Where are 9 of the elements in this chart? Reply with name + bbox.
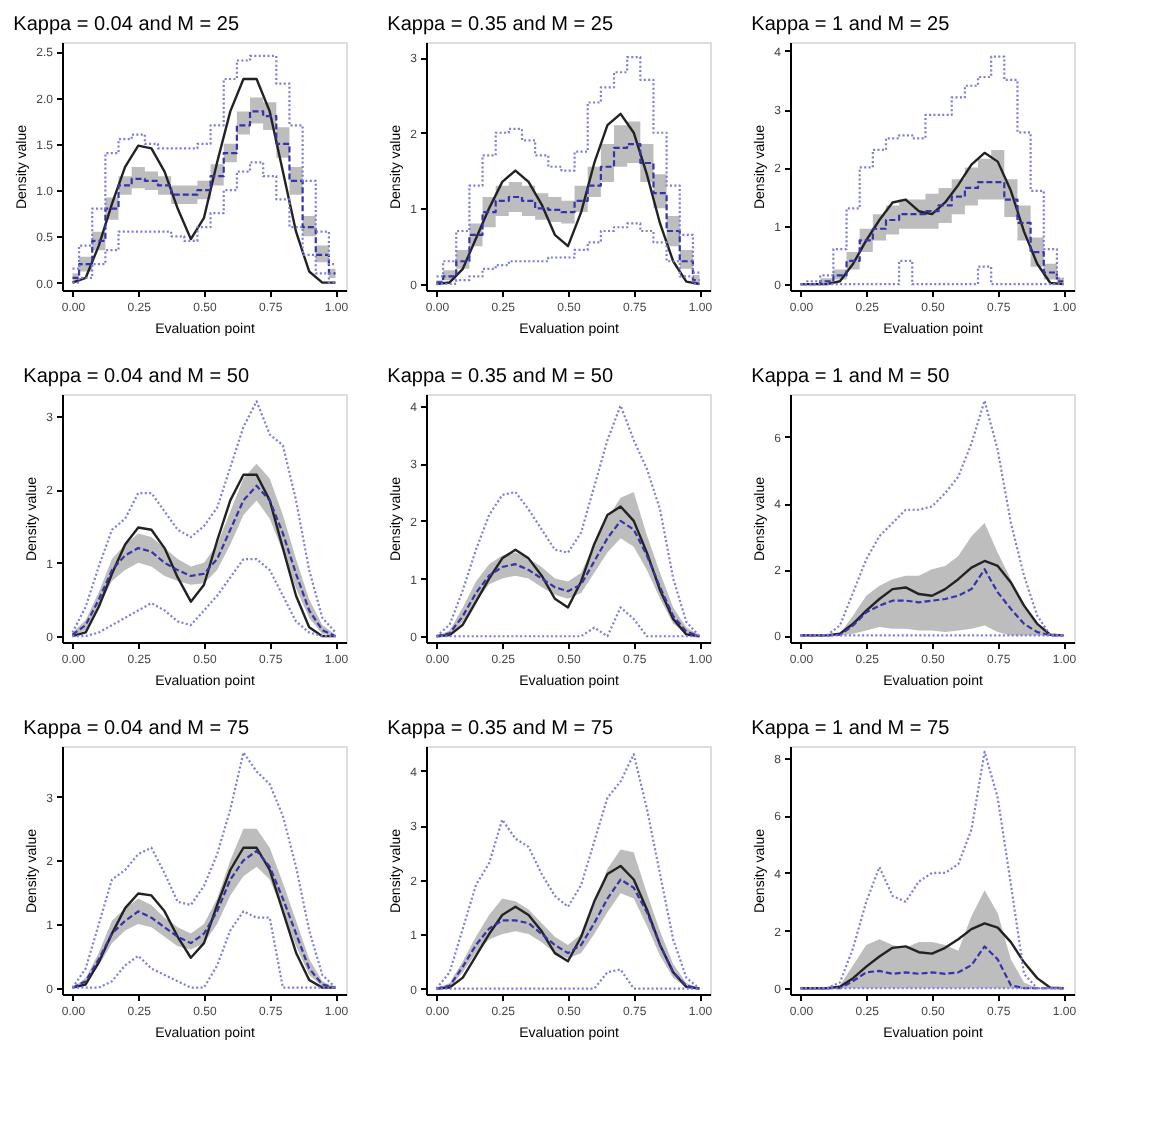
chart-title: Kappa = 0.04 and M = 25 [13,14,240,36]
chart-title: Kappa = 0.35 and M = 25 [387,14,614,36]
chart-title: Kappa = 0.35 and M = 75 [387,718,614,740]
chart-title: Kappa = 1 and M = 75 [751,718,951,740]
chart-title: Kappa = 0.35 and M = 50 [387,366,614,388]
chart-title: Kappa = 0.04 and M = 50 [23,366,250,388]
chart-title: Kappa = 1 and M = 25 [751,14,951,36]
chart-title: Kappa = 1 and M = 50 [751,366,951,388]
chart-title: Kappa = 0.04 and M = 75 [23,718,250,740]
